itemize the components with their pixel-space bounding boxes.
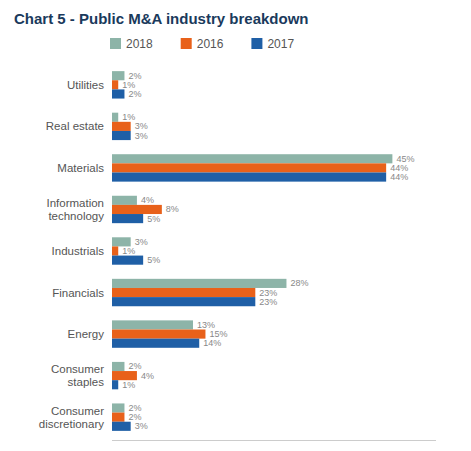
bar xyxy=(112,122,131,131)
y-tick-label: Utilities xyxy=(67,79,104,91)
y-tick-label: Real estate xyxy=(46,120,104,132)
bar xyxy=(112,297,255,306)
data-label: 1% xyxy=(122,246,135,256)
data-label: 4% xyxy=(141,195,154,205)
bar xyxy=(112,362,124,371)
bar xyxy=(112,380,118,389)
data-label: 3% xyxy=(135,131,148,141)
data-label: 5% xyxy=(147,255,160,265)
data-label: 5% xyxy=(147,214,160,224)
bar xyxy=(112,196,137,205)
bar xyxy=(112,320,193,329)
legend-swatch xyxy=(181,38,192,49)
bar xyxy=(112,288,255,297)
legend-item: 2018 xyxy=(110,37,153,51)
y-tick-label: Materials xyxy=(57,162,104,174)
x-axis-line xyxy=(112,440,436,441)
title: Chart 5 - Public M&A industry breakdown xyxy=(14,10,308,27)
bar xyxy=(112,131,131,140)
legend-swatch xyxy=(110,38,121,49)
y-tick-label: Energy xyxy=(68,328,105,340)
data-label: 4% xyxy=(141,371,154,381)
data-label: 23% xyxy=(259,297,277,307)
bar xyxy=(112,413,124,422)
legend-label: 2017 xyxy=(267,37,294,51)
bar xyxy=(112,113,118,122)
bar xyxy=(112,154,392,163)
bar xyxy=(112,163,386,172)
bar xyxy=(112,330,205,339)
data-label: 14% xyxy=(203,338,221,348)
data-label: 44% xyxy=(390,172,408,182)
data-label: 1% xyxy=(122,112,135,122)
data-label: 2% xyxy=(128,89,141,99)
data-label: 3% xyxy=(135,237,148,247)
y-tick-label: Industrials xyxy=(52,245,105,257)
y-tick-labels: Consumerdiscretionary Consumerstaples Ener… xyxy=(39,79,104,430)
chart: Chart 5 - Public M&A industry breakdown 2… xyxy=(0,0,471,451)
data-label: 8% xyxy=(166,204,179,214)
data-label: 1% xyxy=(122,380,135,390)
bar xyxy=(112,403,124,412)
bar xyxy=(112,256,143,265)
legend-item: 2016 xyxy=(181,37,224,51)
bar xyxy=(112,214,143,223)
legend-swatch xyxy=(251,38,262,49)
data-label: 3% xyxy=(135,421,148,431)
bar xyxy=(112,80,118,89)
legend-label: 2018 xyxy=(126,37,153,51)
bars xyxy=(112,71,392,431)
legend-label: 2016 xyxy=(197,37,224,51)
bar xyxy=(112,89,124,98)
bar xyxy=(112,422,131,431)
y-tick-label: Financials xyxy=(52,287,104,299)
legend-item: 2017 xyxy=(251,37,294,51)
bar xyxy=(112,172,386,181)
y-tick-label: Informationtechnology xyxy=(46,197,104,222)
data-label: 2% xyxy=(128,361,141,371)
y-tick-label: Consumerstaples xyxy=(51,363,104,388)
bar xyxy=(112,339,199,348)
y-tick-label: Consumerdiscretionary xyxy=(39,405,104,430)
data-labels: 2%2%13%28%3%4%45%1%2%2%4%15%23%1%8%44%3%… xyxy=(122,71,414,432)
data-label: 28% xyxy=(290,278,308,288)
bar xyxy=(112,246,118,255)
